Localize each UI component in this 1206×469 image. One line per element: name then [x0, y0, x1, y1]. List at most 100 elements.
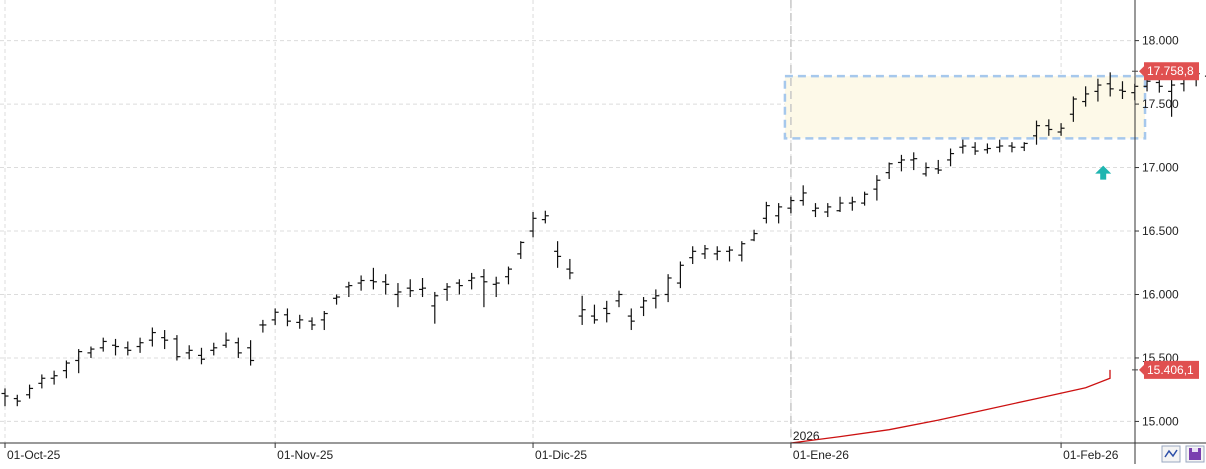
ohlc-bar [63, 360, 70, 378]
ohlc-bar [382, 274, 389, 294]
ohlc-bar [824, 203, 831, 217]
chart-toggle-icon[interactable] [1162, 446, 1180, 462]
ohlc-bar [579, 296, 586, 325]
ohlc-bar [394, 283, 401, 307]
ohlc-bar [2, 388, 9, 406]
ohlc-bar [1008, 142, 1015, 152]
ohlc-bar [87, 347, 94, 358]
grid-lines [0, 0, 1135, 443]
ohlc-bar [959, 140, 966, 154]
ohlc-bar [137, 338, 144, 353]
ohlc-bar [480, 269, 487, 307]
ohlc-bar [259, 320, 266, 333]
ohlc-bar [984, 143, 991, 153]
moving-average-line [791, 370, 1110, 443]
ohlc-bar [186, 345, 193, 359]
last-price-tag-pointer [1139, 66, 1144, 76]
chart-toolbar [1162, 446, 1204, 462]
ohlc-bar [726, 246, 733, 261]
ohlc-bar [714, 246, 721, 260]
ma-polyline [791, 370, 1110, 443]
ohlc-bar [51, 371, 58, 385]
ohlc-bar [173, 335, 180, 360]
ohlc-bar [358, 275, 365, 290]
ohlc-bar [972, 142, 979, 155]
ohlc-bar [112, 339, 119, 356]
save-shutter [1192, 448, 1198, 452]
ohlc-bar [505, 267, 512, 285]
ohlc-bar [996, 140, 1003, 153]
ohlc-bar [689, 246, 696, 264]
ohlc-bar [370, 268, 377, 290]
ohlc-bar [235, 338, 242, 358]
x-tick-label: 01-Oct-25 [7, 448, 61, 462]
ohlc-bar [333, 294, 340, 304]
ohlc-bar [566, 259, 573, 279]
x-tick-label: 01-Feb-26 [1063, 448, 1119, 462]
ohlc-bar [837, 197, 844, 212]
ohlc-bar [456, 279, 463, 294]
ma-price-tag-label: 15.406,1 [1147, 363, 1194, 377]
ohlc-bar [530, 212, 537, 237]
ohlc-bar [886, 162, 893, 179]
ohlc-bar [296, 315, 303, 329]
x-tick-label: 01-Nov-25 [277, 448, 333, 462]
range-box [785, 76, 1145, 138]
ohlc-bar [616, 291, 623, 308]
range-box-rect [785, 76, 1145, 138]
ohlc-bar [321, 311, 328, 330]
ohlc-bar [517, 241, 524, 259]
x-tick-label: 01-Dic-25 [535, 448, 587, 462]
ma-price-tag-pointer [1139, 365, 1144, 375]
ohlc-bar [75, 349, 82, 373]
ohlc-bar [873, 175, 880, 200]
ohlc-bar [468, 273, 475, 290]
ohlc-bar [431, 292, 438, 324]
ohlc-bar [309, 317, 316, 330]
ohlc-bar [542, 211, 549, 224]
ohlc-bar [26, 385, 33, 399]
y-tick-label: 16.500 [1142, 224, 1179, 238]
ohlc-bar [198, 348, 205, 365]
ohlc-bar [812, 203, 819, 217]
y-tick-label: 18.000 [1142, 34, 1179, 48]
ohlc-bar [787, 197, 794, 214]
ohlc-bar [124, 341, 131, 355]
y-tick-label: 15.000 [1142, 414, 1179, 428]
ohlc-bar [603, 301, 610, 323]
ohlc-bar [775, 203, 782, 223]
ohlc-bar [444, 283, 451, 301]
ohlc-bar [493, 277, 500, 297]
ohlc-bar [628, 308, 635, 330]
ohlc-bar [935, 160, 942, 174]
ohlc-bar [763, 202, 770, 224]
ohlc-bar [210, 343, 217, 356]
ohlc-bar [149, 327, 156, 346]
last-price-tag-label: 17.758,8 [1147, 64, 1194, 78]
ohlc-bar [849, 197, 856, 211]
ohlc-bar [677, 261, 684, 288]
y-tick-label: 16.000 [1142, 287, 1179, 301]
save-icon[interactable] [1186, 446, 1204, 462]
ohlc-bar [665, 274, 672, 302]
ohlc-bar [223, 333, 230, 348]
ohlc-bar [284, 308, 291, 326]
ohlc-bar [898, 155, 905, 172]
ohlc-bar [1021, 142, 1028, 151]
ohlc-bar [640, 297, 647, 316]
ohlc-bar [38, 374, 45, 388]
y-tick-label: 17.500 [1142, 97, 1179, 111]
ohlc-bar [247, 340, 254, 365]
ohlc-bar [800, 185, 807, 205]
ohlc-bar [701, 245, 708, 259]
ohlc-bar [738, 241, 745, 261]
ohlc-bar [591, 305, 598, 324]
year-divider: 2026 [791, 0, 820, 443]
ohlc-bar [14, 395, 21, 406]
ohlc-bar [100, 338, 107, 352]
y-tick-label: 17.000 [1142, 161, 1179, 175]
